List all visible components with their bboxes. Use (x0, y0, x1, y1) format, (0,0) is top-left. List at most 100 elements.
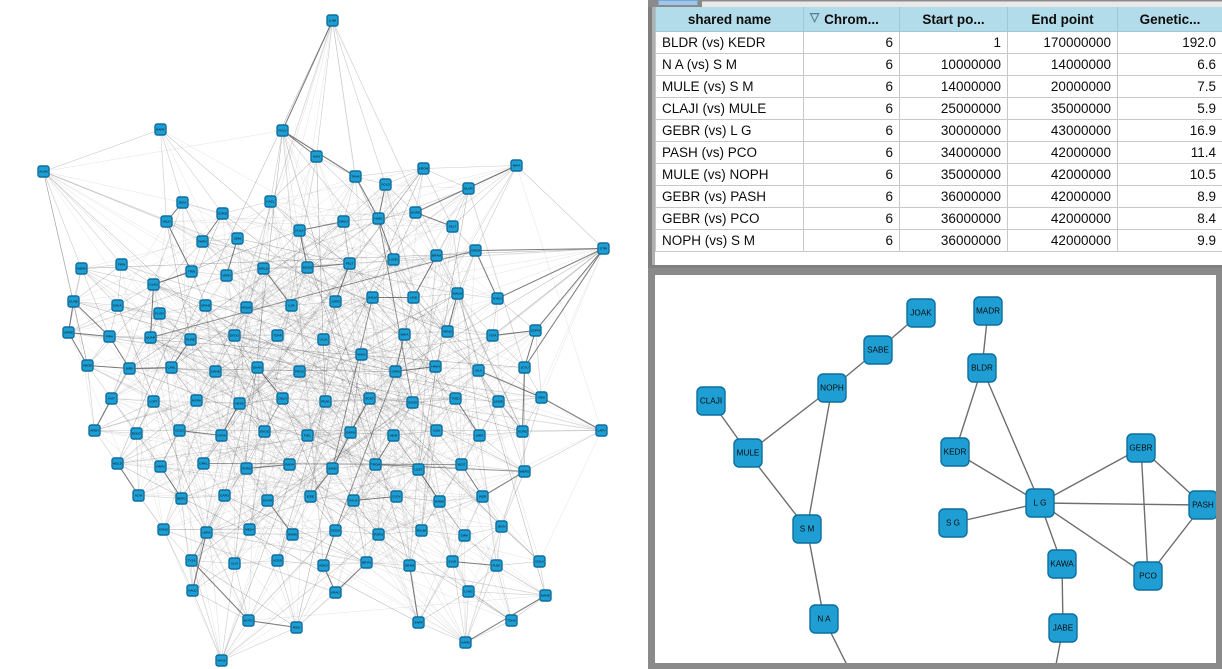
main-network-node[interactable]: LIND (407, 291, 420, 304)
main-network-edge[interactable] (221, 275, 227, 436)
main-network-edge[interactable] (291, 301, 336, 306)
main-network-node[interactable]: RANA (283, 458, 296, 471)
main-network-edge[interactable] (335, 165, 517, 302)
sub-network-edge[interactable] (806, 528, 825, 620)
main-network-edge[interactable] (117, 463, 440, 502)
main-network-edge[interactable] (43, 171, 397, 497)
main-network-edge[interactable] (385, 184, 448, 332)
main-network-edge[interactable] (87, 365, 542, 398)
main-network-edge[interactable] (192, 590, 249, 621)
sub-network-node[interactable]: L G (1025, 488, 1055, 518)
main-network-node[interactable]: CARL (165, 361, 178, 374)
cell-chromosome[interactable]: 6 (803, 119, 900, 142)
main-network-node[interactable]: MAND (539, 589, 552, 602)
main-network-edge[interactable] (73, 301, 376, 465)
main-network-edge[interactable] (468, 591, 512, 621)
cell-genetic[interactable]: 10.5 (1117, 163, 1222, 186)
main-network-edge[interactable] (310, 401, 326, 497)
main-network-edge[interactable] (249, 248, 604, 530)
main-network-edge[interactable] (117, 430, 437, 464)
main-network-edge[interactable] (349, 263, 440, 502)
main-network-edge[interactable] (299, 371, 525, 472)
main-network-node[interactable]: ISLA (472, 364, 485, 377)
main-network-edge[interactable] (246, 370, 479, 469)
main-network-edge[interactable] (378, 218, 479, 371)
main-network-edge[interactable] (153, 284, 462, 465)
main-network-edge[interactable] (138, 339, 191, 496)
main-network-edge[interactable] (372, 297, 480, 436)
main-network-edge[interactable] (138, 337, 151, 496)
main-network-node[interactable]: PARN (196, 235, 209, 248)
main-network-edge[interactable] (43, 171, 483, 497)
main-network-edge[interactable] (87, 241, 203, 366)
main-network-edge[interactable] (292, 496, 311, 535)
main-network-edge[interactable] (221, 268, 264, 436)
main-network-edge[interactable] (221, 330, 536, 436)
main-network-node[interactable]: QUAR (144, 331, 157, 344)
cell-genetic[interactable]: 8.9 (1117, 185, 1222, 208)
main-network-node[interactable]: WIKA (398, 328, 411, 341)
main-network-edge[interactable] (237, 238, 350, 264)
main-network-edge[interactable] (150, 337, 191, 340)
main-network-edge[interactable] (246, 305, 292, 308)
main-network-edge[interactable] (160, 403, 240, 467)
sub-network-node[interactable]: KAWA (1047, 549, 1077, 579)
main-network-node[interactable]: JOTU (518, 361, 531, 374)
main-network-edge[interactable] (316, 156, 344, 222)
main-network-edge[interactable] (421, 496, 483, 531)
main-network-edge[interactable] (343, 221, 370, 399)
column-header-end-point[interactable]: End point (1007, 7, 1118, 32)
main-network-edge[interactable] (465, 565, 497, 643)
main-network-edge[interactable] (307, 432, 351, 436)
main-network-edge[interactable] (248, 268, 264, 621)
main-network-edge[interactable] (369, 334, 405, 399)
main-network-node[interactable]: GARN (344, 426, 357, 439)
main-network-edge[interactable] (436, 430, 480, 436)
main-network-edge[interactable] (310, 330, 536, 497)
main-network-edge[interactable] (335, 301, 362, 355)
main-network-edge[interactable] (465, 591, 469, 643)
main-network-node[interactable]: ODDA (329, 524, 342, 537)
main-network-edge[interactable] (418, 431, 523, 470)
main-network-edge[interactable] (282, 20, 333, 131)
main-network-edge[interactable] (492, 329, 536, 337)
main-network-node[interactable]: EKAN (251, 361, 264, 374)
main-network-edge[interactable] (117, 264, 122, 306)
main-network-edge[interactable] (452, 560, 497, 567)
main-network-edge[interactable] (221, 435, 308, 661)
main-network-edge[interactable] (413, 226, 453, 298)
main-network-node[interactable]: VERD (220, 269, 233, 282)
main-network-node[interactable]: TVED (449, 392, 462, 405)
main-network-edge[interactable] (159, 313, 290, 465)
main-network-edge[interactable] (246, 463, 290, 470)
main-network-node[interactable]: JORD (329, 295, 342, 308)
main-network-node[interactable]: COLD (173, 424, 186, 437)
main-network-edge[interactable] (335, 263, 350, 302)
main-network-edge[interactable] (307, 435, 422, 531)
main-network-edge[interactable] (310, 397, 542, 497)
main-network-edge[interactable] (224, 495, 466, 643)
main-network-edge[interactable] (409, 561, 453, 566)
main-network-edge[interactable] (325, 334, 405, 402)
main-network-edge[interactable] (153, 284, 466, 643)
main-network-edge[interactable] (166, 221, 250, 530)
main-network-edge[interactable] (150, 297, 414, 338)
main-network-edge[interactable] (350, 354, 362, 433)
main-network-edge[interactable] (378, 496, 483, 535)
main-network-edge[interactable] (43, 171, 167, 222)
main-network-edge[interactable] (524, 430, 602, 472)
main-network-edge[interactable] (455, 398, 466, 643)
main-network-edge[interactable] (166, 221, 602, 431)
main-network-edge[interactable] (378, 530, 422, 535)
main-network-node[interactable]: KALM (366, 291, 379, 304)
main-network-edge[interactable] (369, 398, 502, 527)
main-network-edge[interactable] (81, 268, 437, 431)
main-network-edge[interactable] (191, 532, 208, 591)
main-network-edge[interactable] (465, 397, 542, 643)
sub-network-node[interactable]: PASH (1188, 490, 1216, 520)
main-network-edge[interactable] (166, 221, 448, 332)
main-network-edge[interactable] (246, 331, 448, 469)
main-network-edge[interactable] (150, 337, 351, 433)
main-network-edge[interactable] (222, 201, 271, 214)
